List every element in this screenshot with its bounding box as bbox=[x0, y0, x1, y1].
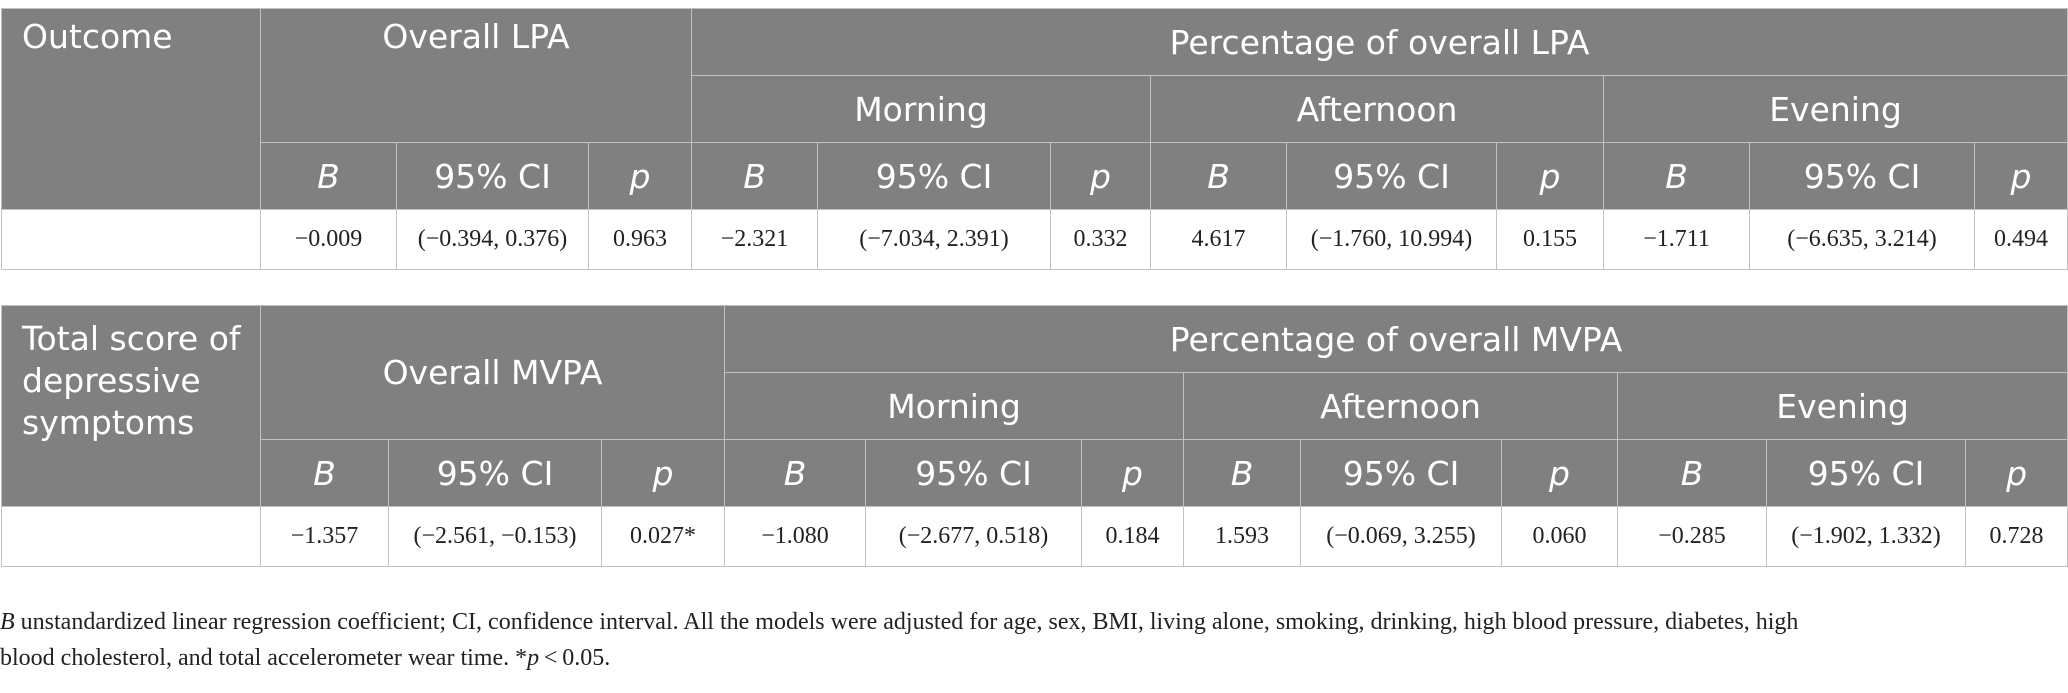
footnote-line1: unstandardized linear regression coeffic… bbox=[14, 609, 1799, 635]
cell-value: 0.332 bbox=[1050, 209, 1152, 270]
outcome-header: Total score of depressive symptoms bbox=[1, 305, 261, 507]
col-b-header: B bbox=[1617, 439, 1768, 507]
cell-value: 4.617 bbox=[1150, 209, 1288, 270]
percentage-mvpa-header: Percentage of overall MVPA bbox=[724, 305, 2068, 373]
afternoon-header: Afternoon bbox=[1183, 372, 1619, 440]
col-b-header: B bbox=[724, 439, 867, 507]
col-ci-header: 95% CI bbox=[388, 439, 602, 507]
cell-value: (−0.394, 0.376) bbox=[396, 209, 589, 270]
row-label bbox=[1, 506, 261, 567]
col-p-header: p bbox=[1501, 439, 1619, 507]
cell-value: −1.357 bbox=[260, 506, 389, 567]
col-ci-header: 95% CI bbox=[817, 142, 1052, 210]
col-p-header: p bbox=[1974, 142, 2068, 210]
afternoon-header: Afternoon bbox=[1150, 75, 1605, 143]
col-p-header: p bbox=[1050, 142, 1152, 210]
outcome-header: Outcome bbox=[1, 8, 261, 210]
cell-value: −0.285 bbox=[1617, 506, 1768, 567]
table-footnote: B unstandardized linear regression coeff… bbox=[0, 604, 2050, 676]
col-ci-header: 95% CI bbox=[1749, 142, 1976, 210]
cell-value: −0.009 bbox=[260, 209, 397, 270]
cell-value: 0.494 bbox=[1974, 209, 2068, 270]
col-ci-header: 95% CI bbox=[1286, 142, 1498, 210]
col-b-header: B bbox=[260, 142, 397, 210]
footnote-line2-start: blood cholesterol, and total acceleromet… bbox=[0, 645, 528, 671]
cell-value: 1.593 bbox=[1183, 506, 1302, 567]
cell-value: (−1.902, 1.332) bbox=[1766, 506, 1967, 567]
cell-value: −1.080 bbox=[724, 506, 867, 567]
col-ci-header: 95% CI bbox=[1766, 439, 1967, 507]
col-p-header: p bbox=[600, 439, 726, 507]
table-row: −0.009 (−0.394, 0.376) 0.963 −2.321 (−7.… bbox=[1, 209, 2068, 270]
cell-value: 0.027* bbox=[600, 506, 726, 567]
evening-header: Evening bbox=[1603, 75, 2068, 143]
col-b-header: B bbox=[691, 142, 819, 210]
percentage-lpa-header: Percentage of overall LPA bbox=[691, 8, 2068, 76]
footnote-p-symbol: p bbox=[527, 645, 540, 671]
row-label bbox=[1, 209, 261, 270]
overall-mvpa-header: Overall MVPA bbox=[259, 305, 726, 440]
col-b-header: B bbox=[1183, 439, 1302, 507]
mvpa-results-table: Total score of depressive symptoms Overa… bbox=[1, 305, 2068, 567]
evening-header: Evening bbox=[1617, 372, 2068, 440]
col-b-header: B bbox=[1150, 142, 1288, 210]
cell-value: 0.963 bbox=[587, 209, 693, 270]
morning-header: Morning bbox=[724, 372, 1185, 440]
cell-value: (−2.677, 0.518) bbox=[865, 506, 1083, 567]
cell-value: (−0.069, 3.255) bbox=[1300, 506, 1503, 567]
col-p-header: p bbox=[1496, 142, 1605, 210]
col-b-header: B bbox=[1603, 142, 1751, 210]
overall-lpa-header: Overall LPA bbox=[259, 8, 693, 143]
col-ci-header: 95% CI bbox=[396, 142, 589, 210]
cell-value: −2.321 bbox=[691, 209, 819, 270]
lpa-results-table: Outcome Overall LPA Percentage of overal… bbox=[1, 8, 2068, 270]
cell-value: (−2.561, −0.153) bbox=[388, 506, 602, 567]
col-b-header: B bbox=[260, 439, 389, 507]
cell-value: 0.155 bbox=[1496, 209, 1605, 270]
cell-value: (−1.760, 10.994) bbox=[1286, 209, 1498, 270]
cell-value: 0.728 bbox=[1965, 506, 2068, 567]
col-p-header: p bbox=[1081, 439, 1185, 507]
cell-value: −1.711 bbox=[1603, 209, 1751, 270]
footnote-b-symbol: B bbox=[0, 609, 15, 635]
col-p-header: p bbox=[1965, 439, 2068, 507]
cell-value: (−7.034, 2.391) bbox=[817, 209, 1052, 270]
table-row: −1.357 (−2.561, −0.153) 0.027* −1.080 (−… bbox=[1, 506, 2068, 567]
cell-value: (−6.635, 3.214) bbox=[1749, 209, 1976, 270]
cell-value: 0.184 bbox=[1081, 506, 1185, 567]
cell-value: 0.060 bbox=[1501, 506, 1619, 567]
morning-header: Morning bbox=[691, 75, 1152, 143]
col-p-header: p bbox=[587, 142, 693, 210]
col-ci-header: 95% CI bbox=[1300, 439, 1503, 507]
col-ci-header: 95% CI bbox=[865, 439, 1083, 507]
footnote-line2-end: < 0.05. bbox=[539, 645, 611, 671]
